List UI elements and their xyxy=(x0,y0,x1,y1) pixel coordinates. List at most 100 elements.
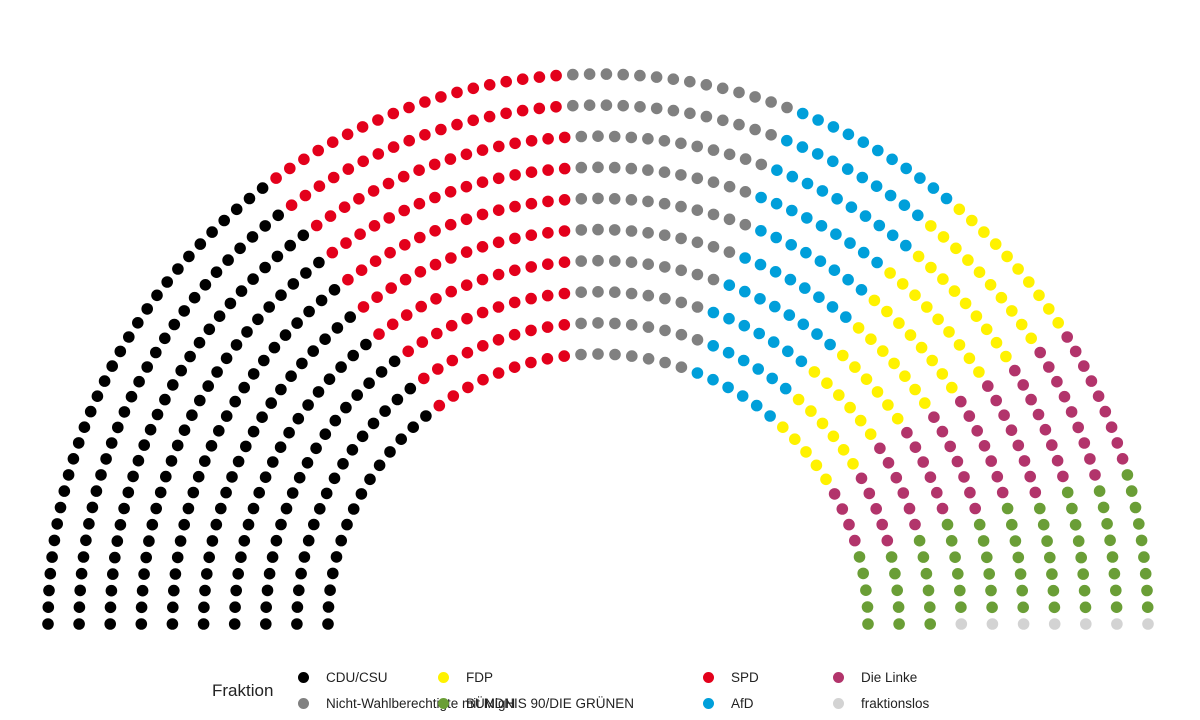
seat xyxy=(280,502,293,515)
seat xyxy=(363,377,375,390)
seat xyxy=(936,425,949,438)
seat xyxy=(971,425,983,437)
seat xyxy=(1044,551,1056,564)
seat xyxy=(936,368,949,380)
seat xyxy=(193,336,206,349)
seat xyxy=(691,334,704,346)
seat xyxy=(558,131,571,144)
seat xyxy=(98,375,111,387)
seat xyxy=(383,212,396,224)
seat xyxy=(206,226,218,238)
seat xyxy=(876,518,888,531)
seat xyxy=(451,118,463,131)
seat xyxy=(684,75,696,88)
seat xyxy=(862,618,874,630)
seat xyxy=(1024,470,1036,483)
seat xyxy=(837,349,849,362)
seat xyxy=(407,421,420,434)
seat xyxy=(963,352,976,365)
seat xyxy=(946,381,958,394)
seat xyxy=(777,421,789,434)
seat xyxy=(476,208,489,221)
seat xyxy=(461,346,474,359)
seat xyxy=(989,238,1002,250)
seat xyxy=(1057,470,1069,483)
seat xyxy=(419,96,431,108)
seat xyxy=(429,225,441,237)
seat xyxy=(592,286,604,298)
seat xyxy=(387,141,400,153)
seat xyxy=(260,618,272,630)
seat xyxy=(958,471,970,483)
seat xyxy=(525,135,538,147)
seat xyxy=(220,486,232,499)
seat-group-fraktionslos xyxy=(955,618,1154,630)
seat xyxy=(857,246,870,259)
seat xyxy=(1061,486,1074,499)
seat xyxy=(691,204,704,216)
legend-label: CDU/CSU xyxy=(326,669,388,685)
seat xyxy=(782,345,794,358)
seat xyxy=(1085,375,1098,387)
seat xyxy=(43,584,55,597)
seat xyxy=(174,535,187,547)
seat xyxy=(172,263,184,275)
seat xyxy=(765,129,777,141)
seat xyxy=(830,228,842,240)
seat xyxy=(202,380,214,392)
seat xyxy=(909,289,921,302)
seat xyxy=(785,239,797,251)
seat xyxy=(201,568,213,580)
seat xyxy=(944,440,956,453)
seat-group-cdu-csu xyxy=(42,182,432,630)
seat xyxy=(592,223,604,236)
seat xyxy=(754,258,767,271)
seat xyxy=(617,99,629,112)
seat xyxy=(360,338,372,351)
seat xyxy=(927,182,940,194)
seat xyxy=(258,354,270,367)
legend-label: BÜNDNIS 90/DIE GRÜNEN xyxy=(466,695,635,711)
seat xyxy=(904,329,917,341)
seat xyxy=(308,518,320,531)
seat xyxy=(331,322,344,334)
seat xyxy=(151,289,163,302)
seat xyxy=(675,137,687,150)
seat xyxy=(558,194,571,206)
seat xyxy=(122,486,135,499)
legend-item-nicht-wahlberechtigte-mit-migh: Nicht-Wahlberechtigte mit MigH xyxy=(298,690,515,716)
seat xyxy=(384,246,396,259)
seat xyxy=(104,618,116,630)
seat xyxy=(451,86,463,99)
seat xyxy=(240,440,252,453)
seat xyxy=(801,212,813,224)
seat xyxy=(1125,485,1138,497)
seat xyxy=(1141,601,1154,613)
seat xyxy=(413,197,426,210)
seat xyxy=(106,360,118,372)
seat xyxy=(600,99,613,111)
seat xyxy=(634,101,646,113)
seat xyxy=(323,373,336,386)
seat xyxy=(1110,584,1122,597)
seat xyxy=(460,246,473,258)
seat xyxy=(272,209,285,222)
seat xyxy=(74,584,86,597)
seat xyxy=(143,535,155,547)
seat xyxy=(973,266,986,279)
seat xyxy=(1009,364,1021,377)
seat xyxy=(284,162,296,175)
seat xyxy=(897,487,910,499)
seat xyxy=(91,390,104,403)
seat xyxy=(764,410,776,422)
seat xyxy=(178,518,190,531)
seat xyxy=(797,318,810,331)
seat xyxy=(232,568,244,580)
seat xyxy=(420,410,432,422)
seat xyxy=(132,317,144,329)
seat-group-spd xyxy=(270,69,571,412)
seat xyxy=(900,239,912,252)
seat xyxy=(642,133,654,145)
seat xyxy=(962,254,974,266)
seat xyxy=(700,79,713,91)
